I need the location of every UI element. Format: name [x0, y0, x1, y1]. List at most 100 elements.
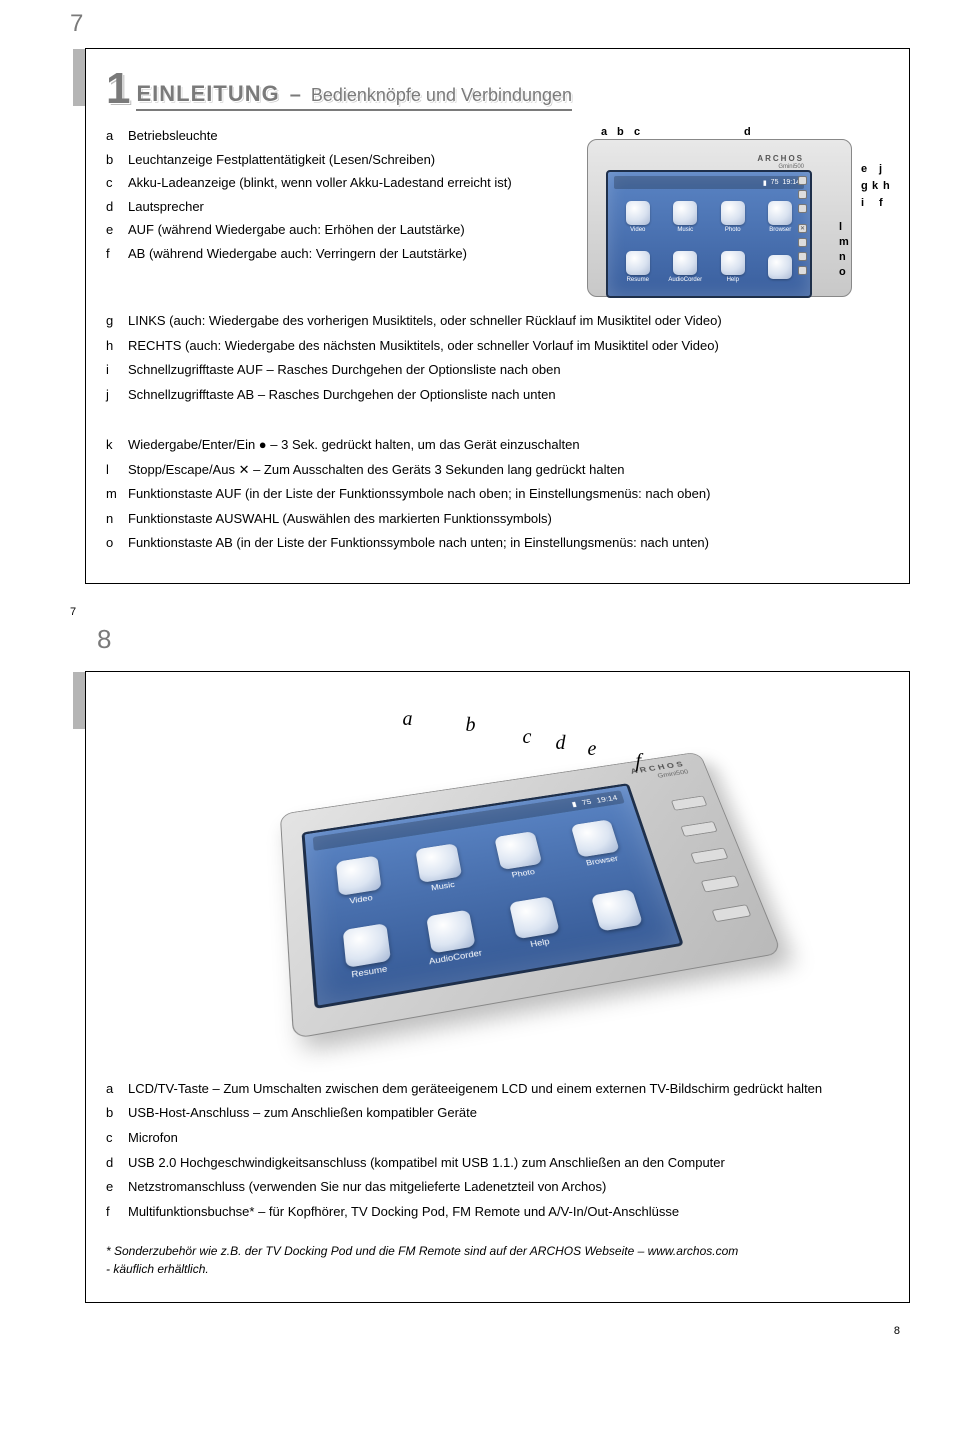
chapter-number: 1 — [106, 67, 128, 111]
device-button — [690, 848, 728, 864]
def-letter: f — [106, 1203, 120, 1221]
def-text: Funktionstaste AUF (in der Liste der Fun… — [128, 485, 889, 503]
def-text: Stopp/Escape/Aus ✕ – Zum Ausschalten des… — [128, 461, 889, 479]
def-text: LINKS (auch: Wiedergabe des vorherigen M… — [128, 312, 889, 330]
def-text: Leuchtanzeige Festplattentätigkeit (Lese… — [128, 151, 565, 169]
callout-e: e — [588, 738, 597, 761]
def-text: Microfon — [128, 1129, 889, 1147]
def-letter: d — [106, 1154, 120, 1172]
callout-m: m — [839, 236, 849, 248]
def-letter: j — [106, 386, 120, 404]
def-letter: n — [106, 510, 120, 528]
chapter-title-sep: – — [290, 84, 301, 107]
def-text: Funktionstaste AB (in der Liste der Funk… — [128, 534, 889, 552]
page-number-header: 7 — [0, 0, 960, 38]
app-icon: AudioCorder — [407, 898, 497, 979]
app-icon: Music — [397, 832, 482, 905]
def-text: USB-Host-Anschluss – zum Anschließen kom… — [128, 1104, 889, 1122]
def-text: LCD/TV-Taste – Zum Umschalten zwischen d… — [128, 1080, 889, 1098]
app-icon: Browser — [552, 809, 641, 879]
def-letter: g — [106, 312, 120, 330]
def-letter: b — [106, 151, 120, 169]
side-tab — [73, 49, 85, 106]
callout-a: a — [601, 126, 607, 138]
def-letter: a — [106, 1080, 120, 1098]
callout-c: c — [634, 126, 640, 138]
device-brand: ARCHOS — [757, 154, 804, 163]
def-letter: i — [106, 361, 120, 379]
def-text: Schnellzugrifftaste AUF – Rasches Durchg… — [128, 361, 889, 379]
status-bar: ▮ 75 19:14 — [614, 176, 804, 189]
app-icon: Help — [489, 885, 581, 964]
footnote-line-1: * Sonderzubehör wie z.B. der TV Docking … — [106, 1242, 889, 1260]
def-letter: h — [106, 337, 120, 355]
definition-list-g-j: g LINKS (auch: Wiedergabe des vorherigen … — [106, 312, 889, 403]
battery-label: 75 — [771, 179, 779, 186]
app-icon — [759, 244, 803, 290]
app-icon: Resume — [324, 911, 411, 993]
app-icon: Video — [318, 844, 401, 918]
footnote-line-2: - käuflich erhältlich. — [106, 1260, 889, 1278]
def-text: AUF (während Wiedergabe auch: Erhöhen de… — [128, 221, 565, 239]
device-button — [700, 875, 739, 892]
app-icon: AudioCorder — [664, 244, 708, 290]
callout-g: g — [861, 180, 868, 192]
app-icon: Resume — [616, 244, 660, 290]
def-text: Funktionstaste AUSWAHL (Auswählen des ma… — [128, 510, 889, 528]
device-button — [798, 238, 807, 247]
def-letter: c — [106, 174, 120, 192]
battery-icon: ▮ — [763, 179, 767, 187]
callout-j: j — [879, 163, 882, 175]
def-text: Schnellzugrifftaste AB – Rasches Durchge… — [128, 386, 889, 404]
definition-list-upper: a Betriebsleuchte b Leuchtanzeige Festplat… — [106, 127, 565, 268]
callout-e: e — [861, 163, 867, 175]
def-text: Betriebsleuchte — [128, 127, 565, 145]
def-text: Lautsprecher — [128, 198, 565, 216]
device-button — [798, 204, 807, 213]
def-letter: m — [106, 485, 120, 503]
page-number-header-8: 8 — [0, 624, 960, 661]
callout-d: d — [556, 732, 566, 755]
def-letter: k — [106, 436, 120, 454]
callout-c: c — [523, 726, 532, 749]
def-letter: f — [106, 245, 120, 263]
device-button — [680, 821, 717, 837]
device-button — [798, 266, 807, 275]
def-letter: e — [106, 1178, 120, 1196]
device-diagram-front: ARCHOS Gmini500 ▮ 75 19:14 Video Music P… — [579, 127, 889, 302]
device-button — [798, 190, 807, 199]
app-icon — [570, 872, 665, 950]
def-letter: d — [106, 198, 120, 216]
chapter-title-main: EINLEITUNG — [136, 81, 279, 107]
def-text: Wiedergabe/Enter/Ein ● – 3 Sek. gedrückt… — [128, 436, 889, 454]
callout-b: b — [617, 126, 624, 138]
callout-h: h — [883, 180, 890, 192]
battery-label: 75 — [580, 798, 591, 807]
def-text: Akku-Ladeanzeige (blinkt, wenn voller Ak… — [128, 174, 565, 192]
callout-d: d — [744, 126, 751, 138]
definition-list-page8: a LCD/TV-Taste – Zum Umschalten zwischen … — [106, 1080, 889, 1220]
device-button — [798, 252, 807, 261]
def-letter: a — [106, 127, 120, 145]
definition-list-k-o: k Wiedergabe/Enter/Ein ● – 3 Sek. gedrück… — [106, 436, 889, 552]
device-button — [670, 795, 707, 810]
app-icon: Photo — [711, 194, 755, 240]
def-text: USB 2.0 Hochgeschwindigkeitsanschluss (k… — [128, 1154, 889, 1172]
device-button — [798, 176, 807, 185]
page-8-frame: ARCHOS Gmini500 ▮ 75 19:14 Video Music P… — [85, 671, 910, 1303]
app-icon: Photo — [476, 820, 563, 892]
def-letter: c — [106, 1129, 120, 1147]
callout-a: a — [403, 708, 413, 731]
def-text: RECHTS (auch: Wiedergabe des nächsten Mu… — [128, 337, 889, 355]
app-icon: Video — [616, 194, 660, 240]
def-text: Netzstromanschluss (verwenden Sie nur da… — [128, 1178, 889, 1196]
callout-n: n — [839, 251, 846, 263]
callout-l: l — [839, 221, 842, 233]
app-icon: Help — [711, 244, 755, 290]
def-text: Multifunktionsbuchse* – für Kopfhörer, T… — [128, 1203, 889, 1221]
device-button — [711, 904, 751, 922]
callout-f: f — [636, 750, 642, 773]
app-icon: Music — [664, 194, 708, 240]
footnote: * Sonderzubehör wie z.B. der TV Docking … — [106, 1242, 889, 1278]
callout-i: i — [861, 197, 864, 209]
